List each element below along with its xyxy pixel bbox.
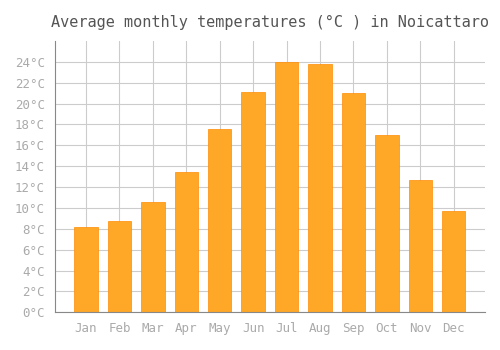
Title: Average monthly temperatures (°C ) in Noicattaro: Average monthly temperatures (°C ) in No… [51,15,489,30]
Bar [442,211,466,312]
Bar [74,227,98,312]
Bar [208,128,232,312]
Bar [108,222,131,312]
Bar [275,62,298,312]
Bar [375,135,398,312]
Bar [408,180,432,312]
Bar [174,173,198,312]
Bar [242,92,265,312]
Bar [308,64,332,312]
Bar [141,202,165,312]
Bar [342,93,365,312]
